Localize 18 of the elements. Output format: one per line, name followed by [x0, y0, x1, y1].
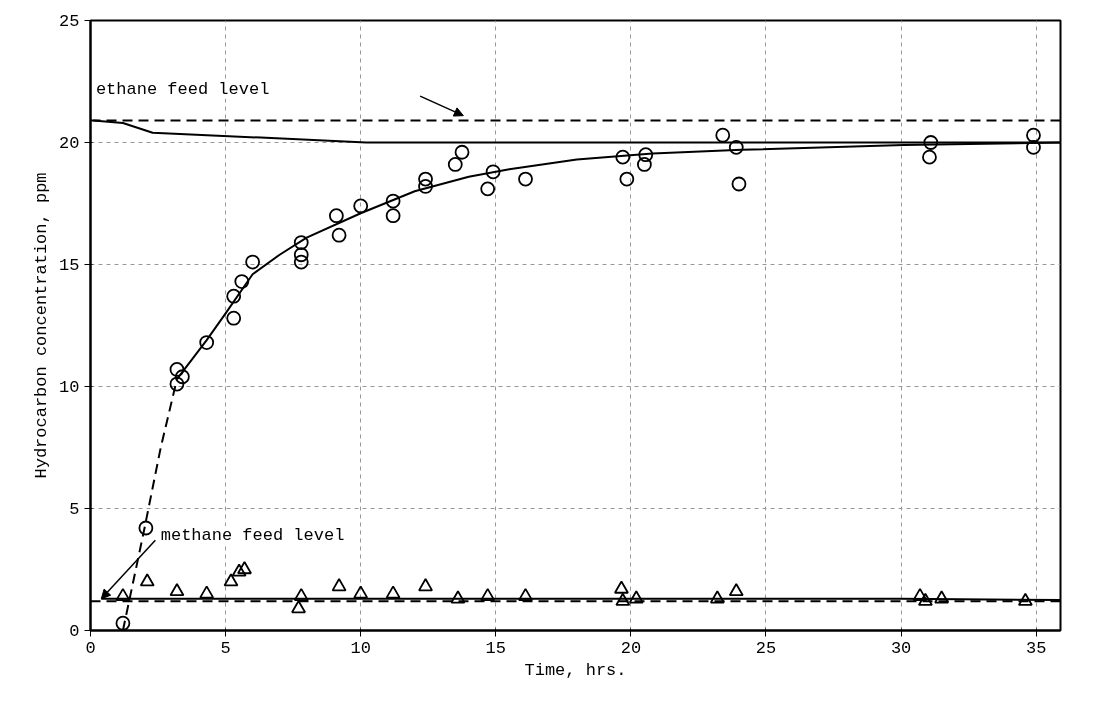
- x-axis-title: Time, hrs.: [524, 660, 627, 680]
- ref-line-label: methane feed level: [160, 526, 345, 546]
- x-tick-label: 10: [350, 638, 371, 658]
- x-tick-label: 15: [485, 638, 506, 658]
- y-axis-title: Hydrocarbon concentration, ppm: [32, 172, 52, 479]
- y-tick-label: 25: [59, 12, 80, 31]
- x-tick-label: 25: [755, 638, 777, 658]
- y-tick-label: 10: [59, 378, 80, 397]
- y-tick-label: 20: [59, 134, 80, 153]
- x-tick-label: 30: [890, 638, 912, 658]
- y-tick-label: 15: [59, 256, 80, 275]
- y-tick-label: 0: [69, 622, 80, 641]
- y-tick-label: 5: [69, 500, 80, 519]
- x-tick-label: 35: [1025, 638, 1047, 658]
- x-tick-label: 5: [220, 638, 231, 658]
- ref-line-label: ethane feed level: [95, 79, 270, 99]
- x-tick-label: 20: [620, 638, 642, 658]
- x-tick-label: 0: [85, 638, 96, 658]
